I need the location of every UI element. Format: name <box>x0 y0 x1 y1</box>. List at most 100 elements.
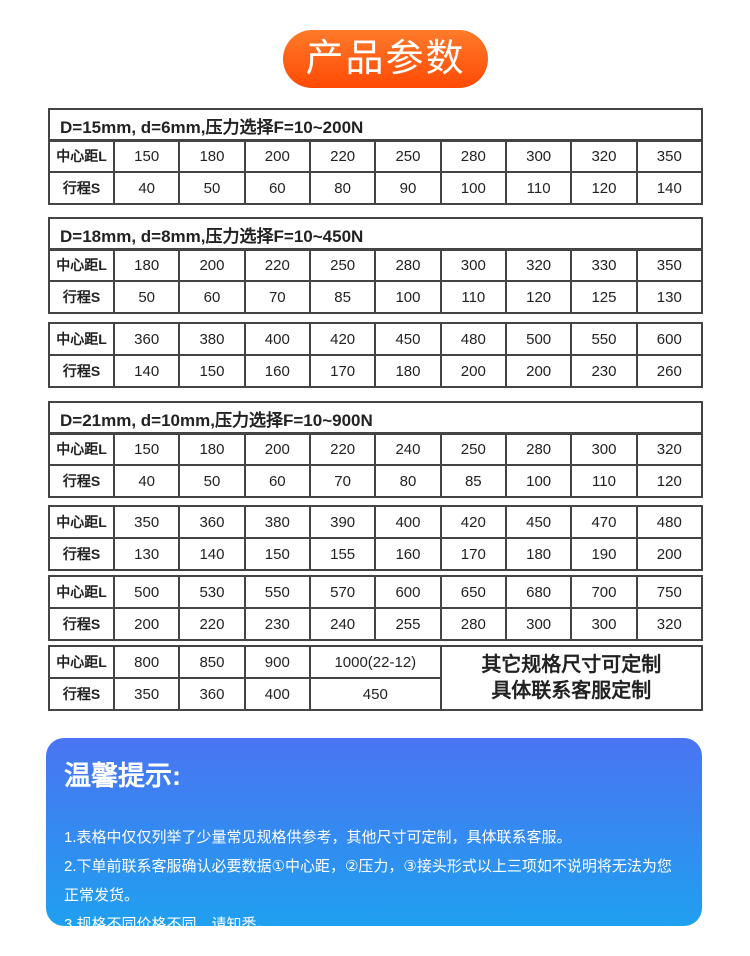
cell: 200 <box>439 354 507 388</box>
cell: 360 <box>178 505 246 539</box>
table-row: 行程S 40 50 60 80 90 100 110 120 140 <box>48 171 704 205</box>
cell: 140 <box>635 171 704 205</box>
cell: 120 <box>570 171 638 205</box>
cell: 180 <box>374 354 442 388</box>
cell: 470 <box>570 505 638 539</box>
section-header: D=18mm, d=8mm,压力选择F=10~450N <box>48 217 703 251</box>
cell: 40 <box>112 464 181 498</box>
cell: 450 <box>308 677 442 711</box>
cell: 320 <box>635 432 704 466</box>
cell: 150 <box>243 537 311 571</box>
cell: 70 <box>243 280 311 314</box>
cell: 160 <box>243 354 311 388</box>
cell: 180 <box>178 432 246 466</box>
cell: 180 <box>112 248 181 282</box>
cell: 110 <box>439 280 507 314</box>
cell: 230 <box>243 607 311 641</box>
cell: 300 <box>570 607 638 641</box>
cell: 90 <box>374 171 442 205</box>
cell: 110 <box>570 464 638 498</box>
cell: 350 <box>112 505 181 539</box>
cell: 60 <box>243 171 311 205</box>
cell: 480 <box>635 505 704 539</box>
table-row: 中心距L 180 200 220 250 280 300 320 330 350 <box>48 248 704 282</box>
section-header-table: D=18mm, d=8mm,压力选择F=10~450N <box>48 217 703 251</box>
section-header-table: D=21mm, d=10mm,压力选择F=10~900N <box>48 401 703 435</box>
table-row: 行程S 140 150 160 170 180 200 200 230 260 <box>48 354 704 388</box>
cell: 155 <box>308 537 377 571</box>
cell: 1000(22-12) <box>308 645 442 679</box>
cell: 500 <box>504 322 573 356</box>
cell: 220 <box>243 248 311 282</box>
cell: 300 <box>570 432 638 466</box>
table-row: 中心距L 800 850 900 1000(22-12) 其它规格尺寸可定制 具体… <box>48 645 704 711</box>
cell: 400 <box>243 322 311 356</box>
cell: 650 <box>439 575 507 609</box>
row-label: 行程S <box>48 171 115 205</box>
cell: 380 <box>243 505 311 539</box>
cell: 80 <box>308 171 377 205</box>
row-label: 行程S <box>48 607 115 641</box>
cell: 320 <box>635 607 704 641</box>
cell: 750 <box>635 575 704 609</box>
cell: 220 <box>178 607 246 641</box>
cell: 570 <box>308 575 377 609</box>
cell: 240 <box>374 432 442 466</box>
cell: 550 <box>570 322 638 356</box>
table-row: 行程S 200 220 230 240 255 280 300 300 320 <box>48 607 704 641</box>
cell: 200 <box>112 607 181 641</box>
cell: 320 <box>504 248 573 282</box>
cell: 170 <box>439 537 507 571</box>
cell: 360 <box>178 677 246 711</box>
row-label: 行程S <box>48 464 115 498</box>
table-row: 中心距L 150 180 200 220 240 250 280 300 320 <box>48 432 704 466</box>
spec-table: 中心距L 360 380 400 420 450 480 500 550 600 行程S 140 150… <box>48 322 704 388</box>
row-label: 中心距L <box>48 505 115 539</box>
row-label: 中心距L <box>48 432 115 466</box>
page-title: 产品参数 <box>283 30 488 88</box>
cell: 50 <box>178 171 246 205</box>
table-row: 行程S 130 140 150 155 160 170 180 190 200 <box>48 537 704 571</box>
spec-table: 中心距L 500 530 550 570 600 650 680 700 750 行程S 200 220… <box>48 575 704 641</box>
cell: 85 <box>308 280 377 314</box>
note-line: 其它规格尺寸可定制 <box>481 654 662 676</box>
cell: 80 <box>374 464 442 498</box>
cell: 700 <box>570 575 638 609</box>
cell: 550 <box>243 575 311 609</box>
cell: 380 <box>178 322 246 356</box>
cell: 360 <box>112 322 181 356</box>
cell: 500 <box>112 575 181 609</box>
custom-note: 其它规格尺寸可定制 具体联系客服定制 <box>439 645 704 711</box>
row-label: 中心距L <box>48 322 115 356</box>
cell: 150 <box>112 139 181 173</box>
cell: 220 <box>308 139 377 173</box>
tip-item: 2.下单前联系客服确认必要数据①中心距，②压力，③接头形式以上三项如不说明将无法… <box>64 858 672 904</box>
cell: 85 <box>439 464 507 498</box>
tips-box: 温馨提示: 1.表格中仅仅列举了少量常见规格供参考，其他尺寸可定制，具体联系客服… <box>46 738 702 933</box>
cell: 450 <box>374 322 442 356</box>
cell: 800 <box>112 645 181 679</box>
cell: 150 <box>178 354 246 388</box>
table-row: 中心距L 360 380 400 420 450 480 500 550 600 <box>48 322 704 356</box>
cell: 240 <box>308 607 377 641</box>
cell: 280 <box>439 607 507 641</box>
cell: 400 <box>374 505 442 539</box>
cell: 280 <box>439 139 507 173</box>
tip-item: 1.表格中仅仅列举了少量常见规格供参考，其他尺寸可定制，具体联系客服。 <box>64 829 572 846</box>
cell: 230 <box>570 354 638 388</box>
row-label: 中心距L <box>48 645 115 679</box>
cell: 280 <box>374 248 442 282</box>
row-label: 中心距L <box>48 575 115 609</box>
cell: 190 <box>570 537 638 571</box>
spec-table: 中心距L 150 180 200 220 250 280 300 320 350 行程S 40 50 60… <box>48 139 704 205</box>
cell: 60 <box>178 280 246 314</box>
table-row: 中心距L 350 360 380 390 400 420 450 470 480 <box>48 505 704 539</box>
cell: 200 <box>178 248 246 282</box>
row-label: 中心距L <box>48 139 115 173</box>
cell: 200 <box>504 354 573 388</box>
cell: 260 <box>635 354 704 388</box>
cell: 330 <box>570 248 638 282</box>
row-label: 中心距L <box>48 248 115 282</box>
cell: 130 <box>635 280 704 314</box>
cell: 250 <box>374 139 442 173</box>
